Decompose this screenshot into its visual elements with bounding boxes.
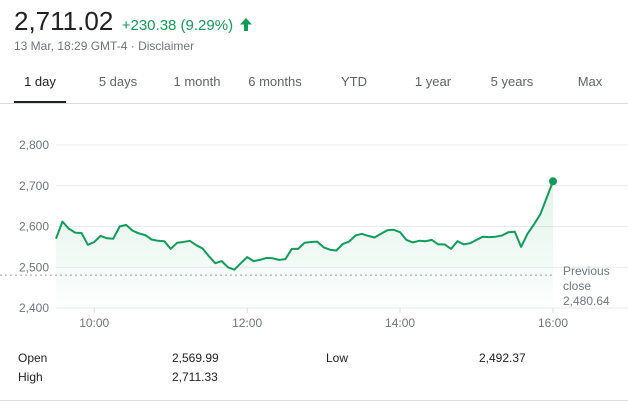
price-chart[interactable]: 2,800 2,700 2,600 2,500 2,400 10:00 12:00 14:0… bbox=[0, 120, 628, 340]
x-tick-label: 14:00 bbox=[385, 316, 415, 330]
open-value: 2,569.99 bbox=[172, 351, 219, 365]
low-label: Low bbox=[326, 351, 349, 365]
y-tick-label: 2,400 bbox=[19, 301, 49, 315]
disclaimer-link[interactable]: Disclaimer bbox=[138, 39, 195, 53]
arrow-up-icon bbox=[239, 18, 252, 36]
previous-close-value: 2,480.64 bbox=[563, 294, 610, 308]
x-tick-label: 10:00 bbox=[79, 316, 109, 330]
bottom-divider bbox=[0, 400, 628, 401]
x-tick-label: 12:00 bbox=[232, 316, 262, 330]
tab-1-year[interactable]: 1 year bbox=[414, 74, 452, 89]
active-tab-indicator bbox=[14, 101, 66, 104]
tab-1-day[interactable]: 1 day bbox=[24, 74, 56, 89]
high-label: High bbox=[18, 370, 43, 384]
tab-1-month[interactable]: 1 month bbox=[173, 74, 221, 89]
tab-max[interactable]: Max bbox=[577, 74, 603, 89]
separator-dot: · bbox=[127, 39, 139, 53]
x-tick-label: 16:00 bbox=[538, 316, 568, 330]
high-value: 2,711.33 bbox=[172, 370, 218, 384]
quote-header: 2,711.02 +230.38 (9.29%) 13 Mar, 18:29 G… bbox=[14, 6, 252, 53]
tab-5-years[interactable]: 5 years bbox=[490, 74, 534, 89]
previous-close-label-line2: close bbox=[563, 279, 591, 293]
open-label: Open bbox=[18, 351, 48, 365]
previous-close-label: Previous bbox=[563, 264, 610, 278]
last-price-marker bbox=[549, 177, 557, 186]
tabs-divider bbox=[0, 103, 628, 104]
y-tick-label: 2,600 bbox=[19, 220, 49, 234]
y-tick-label: 2,700 bbox=[19, 179, 49, 193]
low-value: 2,492.37 bbox=[479, 351, 526, 365]
tab-5-days[interactable]: 5 days bbox=[98, 74, 138, 89]
x-axis: 10:00 12:00 14:00 16:00 bbox=[79, 308, 568, 330]
quote-timestamp: 13 Mar, 18:29 GMT-4 bbox=[14, 39, 128, 53]
price-change: +230.38 (9.29%) bbox=[121, 17, 234, 34]
tab-6-months[interactable]: 6 months bbox=[248, 74, 302, 89]
range-tabs: 1 day 5 days 1 month 6 months YTD 1 year… bbox=[0, 64, 628, 104]
price-area bbox=[56, 181, 553, 308]
y-tick-label: 2,500 bbox=[19, 260, 49, 274]
tab-ytd[interactable]: YTD bbox=[341, 74, 367, 89]
price-line bbox=[55, 180, 554, 271]
y-axis: 2,800 2,700 2,600 2,500 2,400 bbox=[19, 138, 49, 315]
y-tick-label: 2,800 bbox=[19, 138, 49, 152]
current-price: 2,711.02 bbox=[14, 6, 114, 36]
